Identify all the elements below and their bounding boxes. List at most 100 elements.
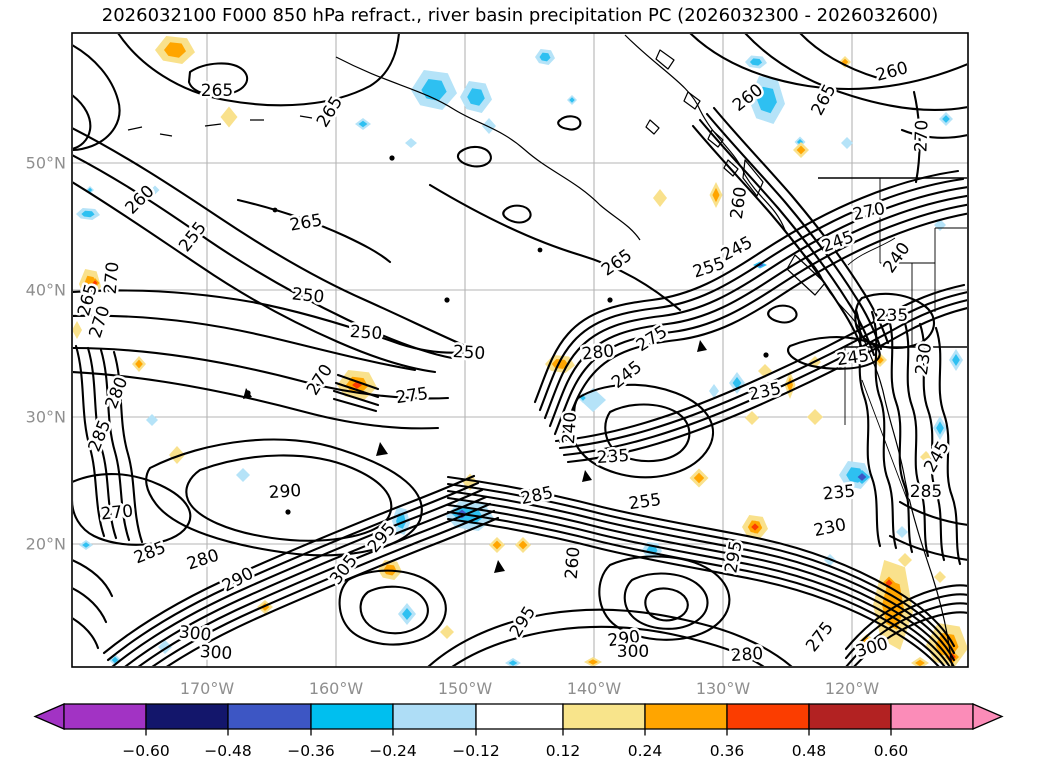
contour-path [73, 289, 470, 354]
shaded-region-halo [807, 409, 823, 425]
contour-path [73, 127, 472, 350]
y-axis-tick-label: 30°N [26, 408, 66, 427]
contour-path [73, 473, 192, 546]
contour-path [122, 509, 496, 666]
contour-label: 235 [596, 446, 630, 468]
contour-label: 285 [85, 417, 116, 455]
contour-path [73, 44, 121, 152]
shaded-region-halo [745, 411, 759, 425]
shaded-region-core [539, 52, 551, 62]
contour-path [604, 403, 691, 463]
contour-label: 300 [178, 622, 212, 645]
colorbar-tick-label: −0.12 [452, 742, 500, 760]
contour-path [73, 154, 454, 360]
shaded-region-core [551, 359, 569, 369]
contour-label: 230 [912, 342, 936, 377]
x-axis-tick-label: 160°W [309, 679, 364, 698]
contour-label: 275 [802, 618, 838, 656]
x-axis-tick-label: 140°W [567, 679, 622, 698]
shaded-region-core [402, 607, 412, 621]
contour-label: 235 [822, 481, 856, 504]
shaded-region-core [936, 421, 944, 435]
shaded-region-core [518, 540, 528, 550]
page-title: 2026032100 F000 850 hPa refract., river … [102, 5, 938, 26]
contour-label: 250 [452, 342, 486, 364]
contour-path [598, 555, 731, 641]
contour-label: 270 [303, 361, 337, 399]
shaded-region-core [492, 540, 502, 550]
shaded-region-core [83, 275, 97, 293]
shaded-region-halo [73, 321, 82, 339]
colorbar-segment [145, 703, 229, 730]
contour-path [285, 509, 291, 515]
contour-label: 270 [100, 501, 134, 524]
contour-label: 275 [395, 384, 430, 408]
contour-path [444, 297, 450, 303]
contour-label: 245 [836, 346, 871, 370]
colorbar-segment [310, 703, 394, 730]
contour-label: 265 [201, 81, 233, 101]
contour-label: 265 [313, 93, 347, 131]
contour-path [644, 587, 689, 622]
colorbar-left-arrow [33, 703, 65, 730]
contour-path [272, 207, 278, 213]
contour-label: 280 [730, 644, 764, 666]
contour-label: 280 [184, 545, 221, 574]
contour-path [456, 145, 492, 168]
contour-path [359, 585, 429, 635]
colorbar-segment [63, 703, 147, 730]
contour-path [557, 115, 582, 131]
shaded-region-core [81, 210, 95, 218]
shaded-region-halo [146, 414, 158, 426]
grid-lines [72, 33, 968, 667]
contour-path [187, 62, 249, 97]
shaded-region-core [82, 542, 90, 548]
contour-label: 300 [617, 642, 649, 662]
shaded-region-halo [841, 137, 853, 149]
shaded-region-halo [405, 138, 417, 148]
shaded-region-core [87, 187, 93, 193]
shaded-region-halo [220, 106, 238, 128]
contour-label: 240 [559, 411, 581, 445]
shaded-region-halo [898, 553, 912, 567]
contour-path [73, 371, 440, 430]
x-axis-tick-label: 130°W [696, 679, 751, 698]
contour-path [118, 502, 492, 666]
shaded-region-halo [709, 384, 719, 398]
y-axis-tick-label: 40°N [26, 281, 66, 300]
contour-path [127, 115, 313, 137]
contour-path [607, 297, 613, 303]
x-axis-tick-label: 170°W [180, 679, 235, 698]
shaded-region-core [358, 120, 368, 128]
contour-label: 300 [199, 642, 233, 664]
contour-label: 285 [910, 482, 942, 502]
shaded-region-core [732, 376, 742, 390]
contour-label: 260 [562, 546, 585, 580]
colorbar-tick-label: −0.24 [369, 742, 417, 760]
contour-path [428, 183, 682, 312]
shaded-region-core [693, 472, 705, 484]
shaded-region-halo [150, 185, 160, 195]
shaded-region-core [712, 187, 720, 203]
shaded-region-core [942, 115, 950, 123]
contour-label: 285 [131, 538, 169, 569]
contour-path [338, 569, 447, 646]
contour-path [744, 34, 967, 111]
contour-label: 250 [349, 322, 383, 344]
shaded-region-halo [482, 118, 496, 134]
contour-path [236, 198, 392, 264]
contour-label: 305 [326, 551, 362, 589]
contour-label: 295 [506, 603, 540, 641]
colorbar-tick-label: −0.60 [122, 742, 170, 760]
contour-path [689, 34, 967, 91]
colorbar-segment [644, 703, 728, 730]
contour-path [623, 572, 709, 630]
contour-label: 240 [880, 239, 915, 277]
shaded-region-core [135, 359, 143, 369]
contour-label: 270 [101, 261, 124, 295]
colorbar-segment [475, 703, 564, 730]
contour-path [799, 34, 880, 80]
contour-path [854, 292, 935, 349]
contour-label: 280 [581, 341, 615, 364]
